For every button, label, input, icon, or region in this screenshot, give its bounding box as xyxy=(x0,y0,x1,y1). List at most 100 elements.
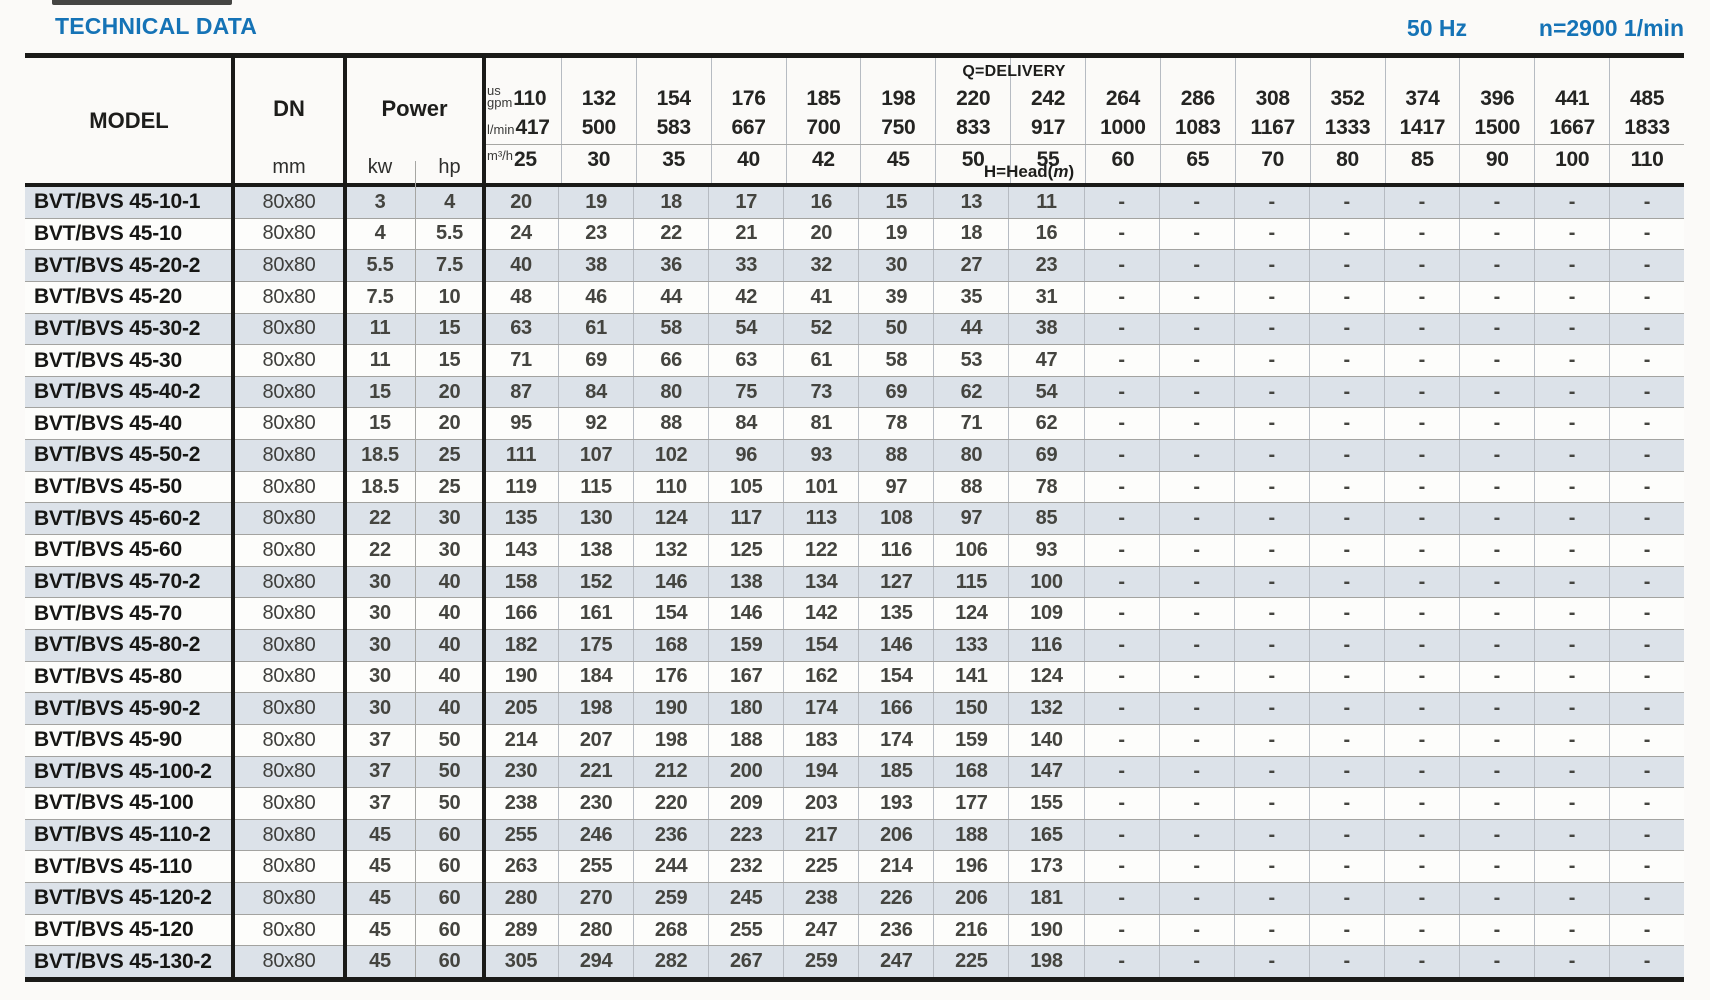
head-cell-8: - xyxy=(1083,851,1159,883)
head-cell-12: - xyxy=(1383,629,1459,661)
head-cell-15: - xyxy=(1608,883,1684,914)
head-cell-0: 166 xyxy=(504,602,538,625)
power-kw-cell: 11 xyxy=(369,317,391,340)
head-cell-2: 168 xyxy=(633,629,708,661)
head-cell-11: - xyxy=(1308,883,1384,914)
head-cell-2: 282 xyxy=(633,946,708,978)
head-cell-4: 174 xyxy=(783,693,858,724)
head-cell-14: - xyxy=(1533,598,1609,629)
model-cell: BVT/BVS 45-40 xyxy=(34,411,182,435)
power-kw-cell: 45 xyxy=(369,823,391,846)
head-cell-13: - xyxy=(1458,535,1534,566)
head-cell-10: - xyxy=(1233,851,1309,883)
head-cell-12: - xyxy=(1383,693,1459,724)
head-cell-14: - xyxy=(1533,471,1609,503)
delivery-value-m3-h-9: 65 xyxy=(1159,145,1235,183)
head-cell-1: 138 xyxy=(558,535,633,566)
head-cell-1: 130 xyxy=(558,503,633,535)
column-header-model: MODEL xyxy=(89,107,169,133)
head-cell-5: 19 xyxy=(858,218,933,250)
head-cell-14: - xyxy=(1533,724,1609,756)
delivery-value-m3-h-8: 60 xyxy=(1085,145,1160,183)
head-cell-8: - xyxy=(1083,566,1159,598)
head-cell-1: 115 xyxy=(558,471,633,503)
head-cell-8: - xyxy=(1083,345,1159,376)
head-cell-2: 268 xyxy=(633,914,708,946)
model-cell: BVT/BVS 45-50-2 xyxy=(34,443,201,467)
power-hp-cell: 5.5 xyxy=(436,222,463,245)
delivery-value-l-min-6: 833 xyxy=(935,112,1010,144)
dn-unit-label: mm xyxy=(272,156,306,178)
head-cell-9: - xyxy=(1158,914,1234,946)
head-cell-10: - xyxy=(1233,218,1309,250)
table-row-bvt-bvs-45-50: BVT/BVS 45-50 80x80 18.5 25 119 115 110 105 101 9… xyxy=(25,471,1684,504)
head-suffix: ) xyxy=(1068,162,1075,181)
power-kw-cell: 45 xyxy=(369,918,391,941)
page-title: TECHNICAL DATA xyxy=(55,13,258,39)
head-cell-8: - xyxy=(1083,883,1159,914)
head-cell-3: 209 xyxy=(708,788,783,819)
head-cell-4: 81 xyxy=(783,408,858,440)
head-cell-12: - xyxy=(1383,661,1459,693)
table-body: BVT/BVS 45-10-1 80x80 3 4 20 19 18 17 16 15 13 11- -… xyxy=(25,187,1684,978)
delivery-value-l-min-13: 1500 xyxy=(1459,112,1534,144)
head-cell-0: 143 xyxy=(504,538,538,561)
power-hp-cell: 30 xyxy=(438,507,461,530)
head-cell-11: - xyxy=(1308,851,1384,883)
head-cell-10: - xyxy=(1233,345,1309,376)
delivery-value-l-min-15: 1833 xyxy=(1609,112,1684,144)
head-cell-3: 146 xyxy=(708,598,783,629)
dn-cell: 80x80 xyxy=(262,412,316,435)
dn-cell: 80x80 xyxy=(262,886,316,909)
head-cell-15: - xyxy=(1608,535,1684,566)
head-cell-2: 18 xyxy=(633,187,708,218)
table-row-bvt-bvs-45-10-1: BVT/BVS 45-10-1 80x80 3 4 20 19 18 17 16 15 13 11- -… xyxy=(25,187,1684,219)
head-cell-8: - xyxy=(1083,250,1159,281)
head-cell-15: - xyxy=(1608,914,1684,946)
head-cell-3: 84 xyxy=(708,408,783,440)
head-cell-6: 188 xyxy=(933,819,1008,851)
dn-cell: 80x80 xyxy=(262,254,316,277)
head-cell-8: - xyxy=(1083,914,1159,946)
head-cell-9: - xyxy=(1158,661,1234,693)
power-hp-cell: 60 xyxy=(438,886,461,909)
head-cell-14: - xyxy=(1533,693,1609,724)
head-cell-4: 101 xyxy=(783,471,858,503)
delivery-value-l-min-2: 583 xyxy=(635,112,711,144)
head-cell-15: - xyxy=(1608,187,1684,218)
delivery-value-us-gpm-4: 185 xyxy=(785,58,861,112)
head-cell-4: 183 xyxy=(783,724,858,756)
head-cell-10: - xyxy=(1233,503,1309,535)
table-row-bvt-bvs-45-10: BVT/BVS 45-10 80x80 4 5.5 24 23 22 21 20 19 18 16- -… xyxy=(25,218,1684,251)
head-cell-7: 132 xyxy=(1008,693,1083,724)
model-cell: BVT/BVS 45-80-2 xyxy=(34,633,201,657)
head-cell-14: - xyxy=(1533,376,1609,408)
head-cell-9: - xyxy=(1158,408,1234,440)
delivery-value-m3-h-12: 85 xyxy=(1384,145,1460,183)
head-cell-0: 230 xyxy=(504,760,538,783)
head-cell-13: - xyxy=(1458,471,1534,503)
head-cell-6: 62 xyxy=(933,376,1008,408)
head-cell-5: 30 xyxy=(858,250,933,281)
head-cell-1: 84 xyxy=(558,376,633,408)
head-cell-7: 31 xyxy=(1008,281,1083,313)
model-cell: BVT/BVS 45-70 xyxy=(34,601,182,625)
head-unit-m: m xyxy=(1053,162,1069,181)
head-cell-2: 66 xyxy=(633,345,708,376)
delivery-value-us-gpm-2: 154 xyxy=(635,58,711,112)
head-cell-13: - xyxy=(1458,661,1534,693)
head-cell-12: - xyxy=(1383,376,1459,408)
head-cell-6: 159 xyxy=(933,724,1008,756)
head-cell-5: 214 xyxy=(858,851,933,883)
head-cell-5: 174 xyxy=(858,724,933,756)
head-cell-6: 206 xyxy=(933,883,1008,914)
power-hp-cell: 25 xyxy=(438,443,461,466)
power-kw-cell: 30 xyxy=(369,633,391,656)
head-cell-7: 100 xyxy=(1008,566,1083,598)
head-cell-5: 116 xyxy=(858,535,933,566)
delivery-value-m3-h-13: 90 xyxy=(1459,145,1534,183)
head-cell-4: 93 xyxy=(783,440,858,471)
head-cell-0: 214 xyxy=(504,728,538,751)
head-cell-8: - xyxy=(1083,788,1159,819)
power-hp-cell: 40 xyxy=(438,697,461,720)
